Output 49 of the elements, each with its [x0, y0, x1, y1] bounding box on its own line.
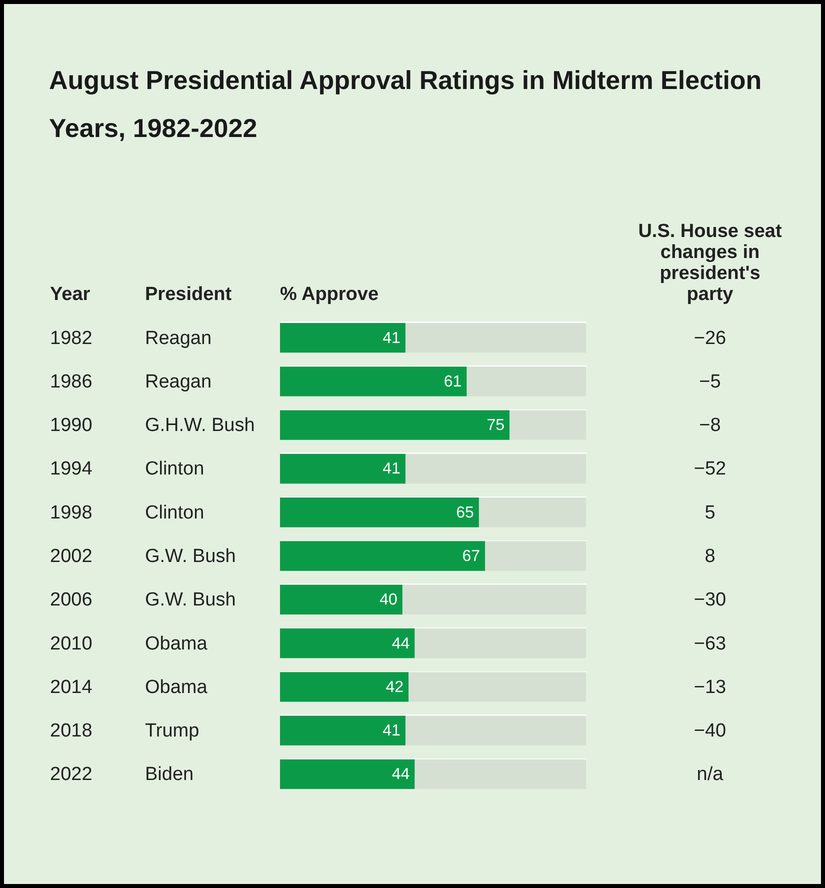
data-label: 41: [382, 330, 401, 347]
text: 8: [704, 546, 716, 567]
text: Trump: [145, 720, 200, 742]
y-tick-label: 1986: [50, 371, 92, 392]
data-label: 75: [486, 417, 505, 434]
text: Biden: [145, 764, 194, 786]
text: −63: [694, 633, 726, 654]
y-tick-label: 2010: [50, 633, 92, 654]
text: Clinton: [145, 458, 204, 480]
text: Reagan: [145, 328, 212, 349]
text: President: [145, 284, 232, 305]
data-label: 41: [382, 722, 401, 740]
text: 5: [704, 502, 716, 524]
y-tick-label: 1998: [50, 502, 92, 524]
text: −13: [694, 676, 726, 698]
y-tick-label: 1982: [50, 328, 92, 349]
text: Reagan: [145, 371, 212, 392]
data-label: 44: [392, 766, 410, 784]
y-tick-label: 2006: [50, 590, 92, 611]
text: Clinton: [145, 502, 204, 524]
text: % Approve: [280, 284, 379, 305]
text: −30: [694, 590, 726, 611]
data-label: 61: [444, 373, 462, 390]
text: n/a: [696, 764, 724, 786]
text: Obama: [145, 676, 208, 698]
data-label: 65: [456, 504, 474, 522]
text: G.W. Bush: [145, 546, 236, 567]
chart-title: August Presidential Approval Ratings in Midterm Election Years, 1982-2022: [49, 64, 763, 145]
text: −40: [694, 720, 726, 742]
text: −5: [699, 371, 721, 392]
text: U.S. House seat changes in president's party: [638, 221, 782, 305]
text: Obama: [145, 633, 208, 654]
text: Year: [50, 284, 91, 305]
y-tick-label: 2014: [50, 676, 93, 698]
text: −8: [699, 415, 721, 436]
data-label: 67: [462, 548, 480, 565]
y-tick-label: 2022: [50, 764, 92, 786]
data-label: 42: [386, 678, 404, 696]
text: G.W. Bush: [145, 590, 236, 611]
y-tick-label: 1994: [50, 458, 93, 480]
data-label: 44: [392, 635, 410, 652]
data-label: 41: [382, 460, 401, 478]
data-label: 40: [380, 592, 398, 609]
text: −26: [694, 328, 726, 349]
text: −52: [694, 458, 726, 480]
y-tick-label: 2018: [50, 720, 92, 742]
text: G.H.W. Bush: [145, 415, 255, 436]
y-tick-label: 1990: [50, 415, 92, 436]
y-tick-label: 2002: [50, 546, 92, 567]
